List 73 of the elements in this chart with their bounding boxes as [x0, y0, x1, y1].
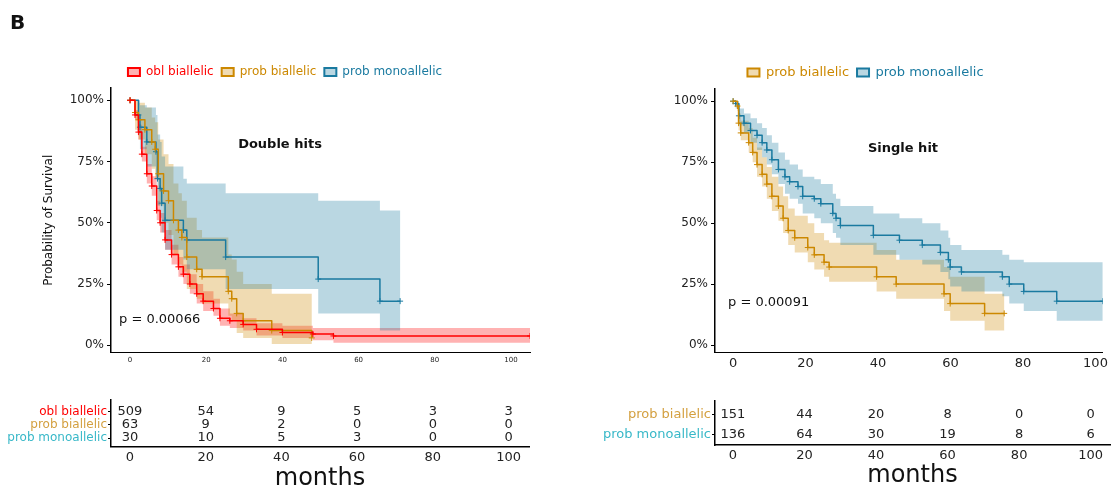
data-label: 20 — [867, 405, 885, 421]
x-tick-label: 60 — [348, 448, 366, 464]
y-tick-label: prob biallelic — [30, 417, 107, 432]
x-axis-title: months — [274, 462, 366, 491]
x-tick-label: 0 — [728, 354, 738, 370]
y-tick-label: 0% — [688, 337, 708, 352]
y-tick-label: 0% — [84, 337, 104, 352]
y-tick-label: prob monoallelic — [7, 430, 107, 445]
x-tick-label: 100 — [1083, 354, 1108, 370]
data-label: 8 — [943, 405, 952, 421]
y-tick-label: obl biallelic — [39, 403, 107, 418]
y-tick-label: 25% — [681, 276, 708, 291]
text: Single hit — [867, 140, 939, 155]
x-tick-label: 40 — [869, 354, 887, 370]
data-label: 64 — [796, 426, 813, 442]
x-tick-label: 80 — [1010, 447, 1028, 463]
legend-label: prob monoallelic — [875, 63, 984, 79]
data-label: 5 — [352, 403, 362, 419]
data-label: 3 — [352, 429, 362, 445]
data-label: 63 — [121, 416, 139, 432]
x-tick-label: 100 — [496, 448, 521, 464]
x-tick-label: 40 — [273, 448, 290, 464]
data-label: 9 — [201, 416, 210, 432]
data-label: 9 — [277, 403, 286, 419]
y-tick-label: 75% — [681, 154, 708, 169]
x-tick-label: 0 — [125, 448, 135, 464]
data-label: 54 — [197, 403, 214, 419]
x-tick-label: 100 — [1078, 447, 1104, 463]
legend-label: prob monoallelic — [342, 64, 443, 79]
annotation: p = 0.00091 — [728, 294, 810, 309]
x-tick-label: 20 — [796, 447, 813, 463]
data-label: 3 — [504, 403, 513, 419]
data-label: 44 — [796, 405, 813, 421]
y-axis-title: Probability of Survival — [41, 154, 56, 286]
text: Double hits — [238, 136, 322, 151]
data-label: 0 — [1086, 405, 1095, 421]
annotation: p = 0.00066 — [119, 311, 201, 326]
y-tick-label: 75% — [77, 153, 104, 168]
data-label: 0 — [352, 416, 362, 432]
data-label: 30 — [867, 426, 885, 442]
x-tick-label: 80 — [1014, 354, 1032, 370]
data-label: 0 — [504, 416, 513, 432]
y-tick-label: 50% — [681, 215, 708, 230]
data-label: 10 — [197, 429, 214, 445]
y-tick-label: prob monoallelic — [602, 426, 711, 442]
y-tick-label: 25% — [77, 276, 104, 291]
data-label: 8 — [1014, 426, 1024, 442]
legend-label: prob biallelic — [765, 63, 850, 79]
y-tick-label: 50% — [77, 214, 104, 229]
legend-label: prob biallelic — [239, 64, 317, 79]
data-label: 3 — [428, 403, 437, 419]
data-label: 151 — [720, 405, 746, 421]
y-tick-label: prob biallelic — [627, 405, 711, 421]
data-label: 0 — [504, 429, 513, 445]
data-label: 5 — [277, 429, 286, 445]
data-label: 6 — [1086, 426, 1095, 442]
data-label: 19 — [939, 426, 956, 442]
data-label: 0 — [428, 416, 437, 432]
data-label: 0 — [428, 429, 437, 445]
y-tick-label: 100% — [69, 92, 104, 107]
data-label: 30 — [121, 429, 139, 445]
x-tick-label: 80 — [424, 448, 442, 464]
x-tick-label: 0 — [728, 447, 738, 463]
x-tick-label: 60 — [942, 354, 959, 370]
data-label: 136 — [720, 426, 746, 442]
legend-label: obl biallelic — [145, 64, 214, 79]
x-tick-label: 20 — [197, 448, 214, 464]
x-tick-label: 20 — [797, 354, 814, 370]
text: B — [10, 10, 26, 34]
data-label: 509 — [117, 403, 143, 419]
y-tick-label: 100% — [673, 93, 708, 108]
data-label: 2 — [277, 416, 286, 432]
data-label: 0 — [1014, 405, 1024, 421]
